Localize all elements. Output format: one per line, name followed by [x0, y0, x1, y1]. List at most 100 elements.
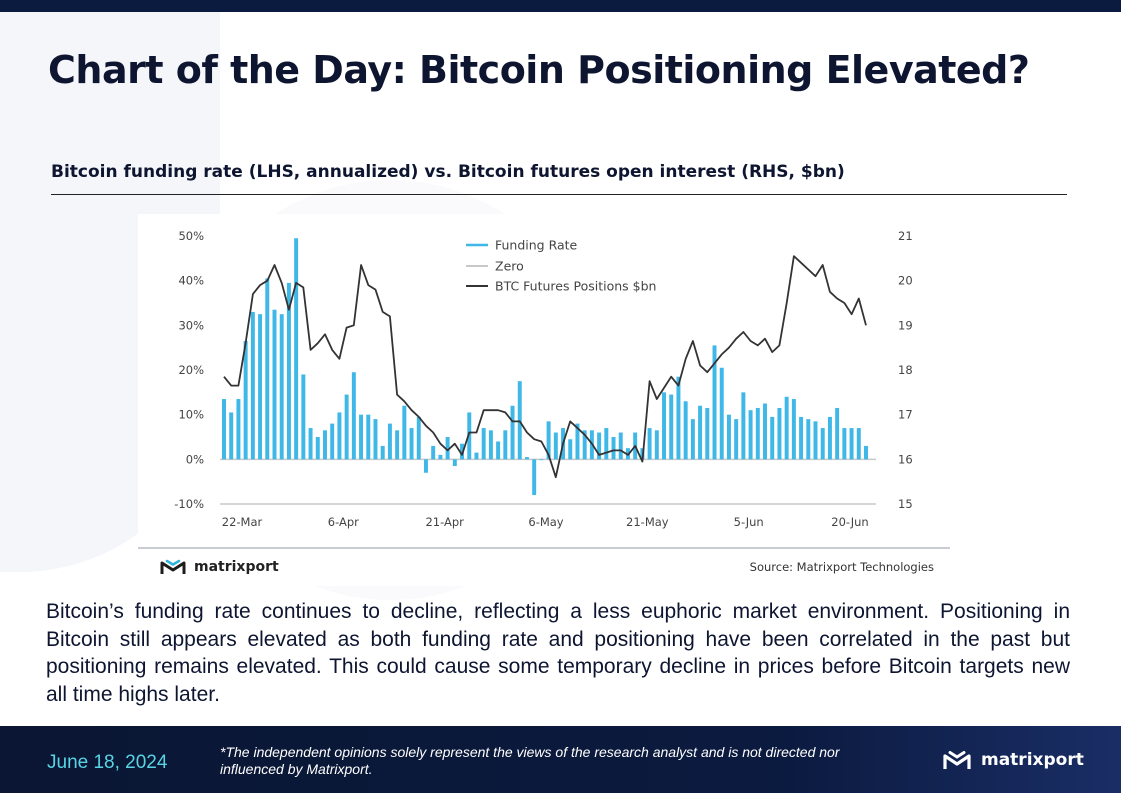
chart-card-divider [138, 547, 950, 549]
funding-rate-bar [337, 412, 341, 459]
funding-rate-bar [842, 428, 846, 459]
funding-rate-bar [655, 430, 659, 459]
y-right-tick-label: 19 [898, 318, 913, 332]
chart-subtitle: Bitcoin funding rate (LHS, annualized) v… [51, 162, 845, 182]
y-right-axis-ticks: 21 20 19 18 17 16 15 [898, 229, 913, 511]
funding-rate-bar [316, 437, 320, 459]
y-left-tick-label: 10% [178, 408, 204, 422]
top-accent-bar [0, 0, 1121, 12]
y-left-tick-label: 0% [186, 452, 204, 466]
matrixport-logo-icon [942, 748, 972, 772]
funding-rate-bar [604, 428, 608, 459]
funding-rate-bar [482, 428, 486, 459]
subtitle-divider [51, 194, 1067, 195]
funding-rate-bar [518, 381, 522, 459]
funding-rate-bar [568, 439, 572, 459]
funding-rate-bar [424, 459, 428, 472]
funding-rate-bar [402, 406, 406, 460]
legend-label-funding-rate: Funding Rate [495, 238, 578, 253]
funding-rate-bar [612, 437, 616, 459]
funding-rate-bar [662, 392, 666, 459]
funding-rate-bar [301, 374, 305, 459]
funding-rate-bar [280, 314, 284, 459]
funding-rate-bar [821, 428, 825, 459]
legend-label-zero: Zero [495, 259, 524, 274]
footer-logo: matrixport [942, 748, 1084, 772]
y-left-tick-label: -10% [174, 497, 204, 511]
funding-rate-bar [294, 238, 298, 459]
y-left-tick-label: 30% [178, 318, 204, 332]
funding-rate-bar [222, 399, 226, 459]
funding-vs-positions-chart: 50% 40% 30% 20% 10% 0% -10% 21 20 19 18 17 16 15 22-… [138, 214, 950, 544]
funding-rate-bar [503, 430, 507, 459]
funding-rate-bar [345, 395, 349, 460]
funding-rate-bar [309, 428, 313, 459]
funding-rate-bar [251, 312, 255, 459]
funding-rate-bar [763, 404, 767, 460]
funding-rate-bar [835, 408, 839, 459]
x-tick-label: 5-Jun [734, 515, 764, 529]
funding-rate-bar [749, 410, 753, 459]
funding-rate-bar [727, 415, 731, 460]
x-tick-label: 21-Apr [425, 515, 464, 529]
funding-rate-bar [799, 417, 803, 459]
funding-rate-bars [222, 238, 868, 495]
y-left-tick-label: 20% [178, 363, 204, 377]
disclaimer: *The independent opinions solely represe… [220, 744, 900, 778]
funding-rate-bar [373, 419, 377, 459]
funding-rate-bar [741, 392, 745, 459]
footer-logo-text: matrixport [981, 750, 1084, 770]
funding-rate-bar [359, 415, 363, 460]
funding-rate-bar [236, 399, 240, 459]
funding-rate-bar [244, 341, 248, 459]
funding-rate-bar [814, 421, 818, 459]
funding-rate-bar [734, 419, 738, 459]
page-title: Chart of the Day: Bitcoin Positioning El… [48, 48, 1029, 92]
funding-rate-bar [532, 459, 536, 495]
x-tick-label: 21-May [626, 515, 669, 529]
funding-rate-bar [388, 424, 392, 460]
matrixport-logo-icon [160, 558, 186, 576]
x-tick-label: 20-Jun [831, 515, 868, 529]
funding-rate-bar [438, 455, 442, 459]
funding-rate-bar [785, 397, 789, 460]
funding-rate-bar [381, 446, 385, 459]
funding-rate-bar [619, 433, 623, 460]
funding-rate-bar [525, 457, 529, 459]
chart-card-logo: matrixport [160, 558, 279, 576]
y-right-tick-label: 20 [898, 274, 913, 288]
legend-label-btc-futures: BTC Futures Positions $bn [495, 279, 656, 294]
funding-rate-bar [720, 368, 724, 460]
funding-rate-bar [395, 430, 399, 459]
y-right-tick-label: 17 [898, 408, 913, 422]
funding-rate-bar [850, 428, 854, 459]
chart-source: Source: Matrixport Technologies [750, 560, 934, 574]
funding-rate-bar [698, 406, 702, 460]
funding-rate-bar [864, 446, 868, 459]
x-axis-ticks: 22-Mar 6-Apr 21-Apr 6-May 21-May 5-Jun 20-Jun [222, 515, 869, 529]
funding-rate-bar [770, 417, 774, 459]
funding-rate-bar [410, 428, 414, 459]
funding-rate-bar [496, 441, 500, 459]
chart-card-logo-text: matrixport [194, 559, 279, 575]
y-right-tick-label: 16 [898, 452, 913, 466]
funding-rate-bar [474, 453, 478, 460]
funding-rate-bar [792, 399, 796, 459]
funding-rate-bar [417, 417, 421, 459]
funding-rate-bar [806, 419, 810, 459]
x-tick-label: 22-Mar [222, 515, 263, 529]
funding-rate-bar [330, 424, 334, 460]
funding-rate-bar [684, 401, 688, 459]
y-right-tick-label: 18 [898, 363, 913, 377]
funding-rate-bar [648, 428, 652, 459]
funding-rate-bar [352, 372, 356, 459]
funding-rate-bar [777, 408, 781, 459]
funding-rate-bar [539, 459, 543, 460]
y-right-tick-label: 21 [898, 229, 913, 243]
funding-rate-bar [511, 406, 515, 460]
funding-rate-bar [691, 419, 695, 459]
funding-rate-bar [828, 417, 832, 459]
funding-rate-bar [323, 430, 327, 459]
funding-rate-bar [229, 412, 233, 459]
report-date: June 18, 2024 [47, 752, 167, 774]
